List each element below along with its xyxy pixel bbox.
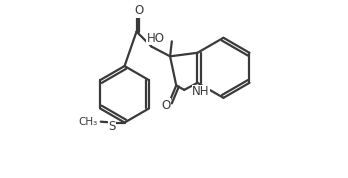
Text: O: O	[134, 4, 143, 17]
Text: HO: HO	[147, 32, 165, 45]
Text: CH₃: CH₃	[78, 117, 97, 127]
Text: S: S	[109, 121, 116, 134]
Text: O: O	[161, 99, 171, 112]
Text: NH: NH	[192, 85, 209, 98]
